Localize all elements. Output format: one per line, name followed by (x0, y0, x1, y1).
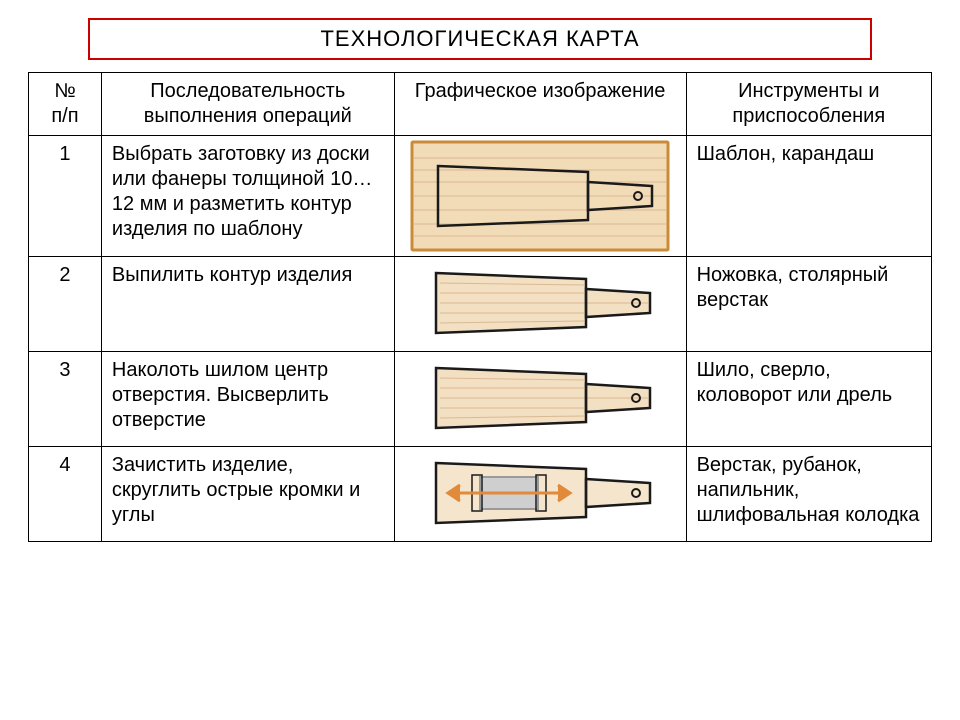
header-num: №п/п (29, 73, 102, 136)
title-box: ТЕХНОЛОГИЧЕСКАЯ КАРТА (88, 18, 872, 60)
row-operation: Наколоть шилом центр отверстия. Высверли… (101, 352, 394, 447)
row-graphic (394, 136, 686, 257)
row-operation: Зачистить изделие, скруглить острые кром… (101, 447, 394, 542)
board-cutout-graphic (418, 356, 662, 442)
row-num: 2 (29, 257, 102, 352)
header-operation: Последовательность выполнения операций (101, 73, 394, 136)
table-row: 4Зачистить изделие, скруглить острые кро… (29, 447, 932, 542)
row-num: 1 (29, 136, 102, 257)
row-graphic (394, 257, 686, 352)
table-row: 3Наколоть шилом центр отверстия. Высверл… (29, 352, 932, 447)
process-table: №п/п Последовательность выполнения опера… (28, 72, 932, 542)
row-tools: Шило, сверло, коловорот или дрель (686, 352, 931, 447)
table-row: 1Выбрать заготовку из доски или фанеры т… (29, 136, 932, 257)
row-num: 4 (29, 447, 102, 542)
table-body: 1Выбрать заготовку из доски или фанеры т… (29, 136, 932, 542)
header-tools: Инструменты и приспособления (686, 73, 931, 136)
row-operation: Выпилить контур изделия (101, 257, 394, 352)
row-tools: Ножовка, столярный верстак (686, 257, 931, 352)
row-graphic (394, 447, 686, 542)
title-text: ТЕХНОЛОГИЧЕСКАЯ КАРТА (320, 26, 639, 51)
row-tools: Верстак, рубанок, напильник, шлифовальна… (686, 447, 931, 542)
board-cutout-graphic (418, 261, 662, 347)
header-image: Графическое изображение (394, 73, 686, 136)
table-row: 2Выпилить контур изделия Ножовка, столяр… (29, 257, 932, 352)
header-row: №п/п Последовательность выполнения опера… (29, 73, 932, 136)
row-num: 3 (29, 352, 102, 447)
row-graphic (394, 352, 686, 447)
row-tools: Шаблон, карандаш (686, 136, 931, 257)
board-sanding-graphic (418, 451, 662, 537)
row-operation: Выбрать заготовку из доски или фанеры то… (101, 136, 394, 257)
board-on-blank-graphic (410, 140, 670, 252)
